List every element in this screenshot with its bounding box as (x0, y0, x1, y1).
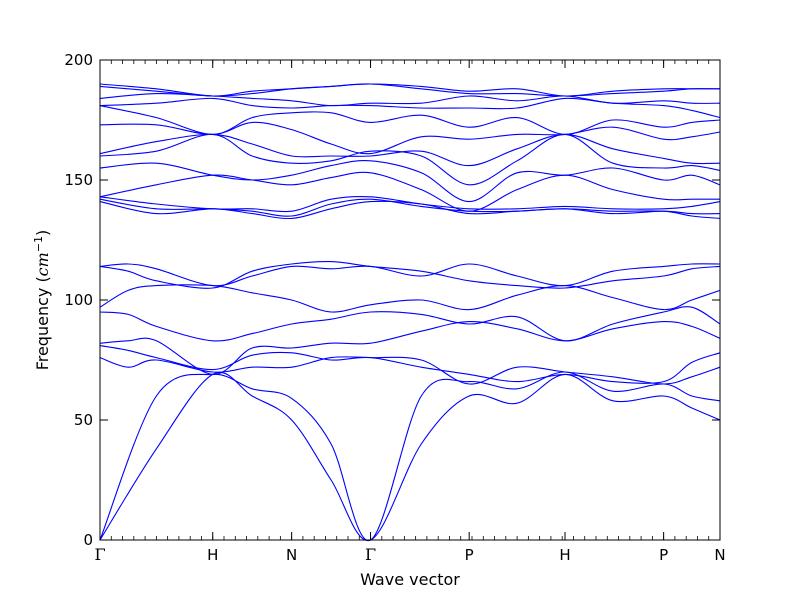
band-line-3 (99, 356, 721, 385)
y-tick-label: 0 (83, 531, 93, 549)
y-tick-label: 50 (74, 411, 93, 429)
axis-ticks (99, 59, 721, 541)
band-line-22 (99, 83, 720, 97)
x-tick-label: P (659, 546, 668, 564)
x-tick-label: Γ (365, 545, 376, 564)
band-line-15 (99, 133, 721, 186)
plot-frame (99, 59, 721, 541)
band-line-5 (99, 321, 721, 375)
x-tick-label: N (286, 546, 297, 564)
band-line-14 (99, 160, 721, 203)
band-line-6 (99, 306, 721, 342)
y-tick-label: 200 (64, 51, 93, 69)
y-axis-title-close: ) (33, 230, 52, 236)
x-tick-label: H (559, 546, 570, 564)
y-tick-label: 150 (64, 171, 93, 189)
x-axis-title: Wave vector (360, 570, 460, 589)
y-axis-title: Frequency (cm−1) (32, 230, 52, 371)
band-lines (99, 83, 721, 541)
y-tick-label: 100 (64, 291, 93, 309)
x-tick-label: N (714, 546, 725, 564)
y-axis-unit-base: cm (33, 252, 52, 276)
x-tick-label: P (465, 546, 474, 564)
band-line-4 (99, 345, 721, 384)
band-line-19 (99, 97, 721, 119)
band-line-20 (99, 93, 721, 107)
y-tick-labels: 0 50 100 150 200 (64, 51, 93, 549)
band-line-21 (99, 83, 721, 97)
x-tick-label: H (207, 546, 218, 564)
band-line-13 (99, 171, 720, 212)
y-axis-unit-exponent: −1 (32, 236, 45, 252)
band-line-16 (99, 133, 721, 167)
y-axis-title-text: Frequency (33, 288, 52, 371)
band-line-7 (99, 284, 721, 313)
band-line-18 (99, 105, 721, 135)
band-line-12 (99, 195, 721, 213)
band-line-8 (99, 260, 721, 289)
band-line-9 (99, 263, 721, 287)
x-tick-label: Γ (94, 545, 105, 564)
